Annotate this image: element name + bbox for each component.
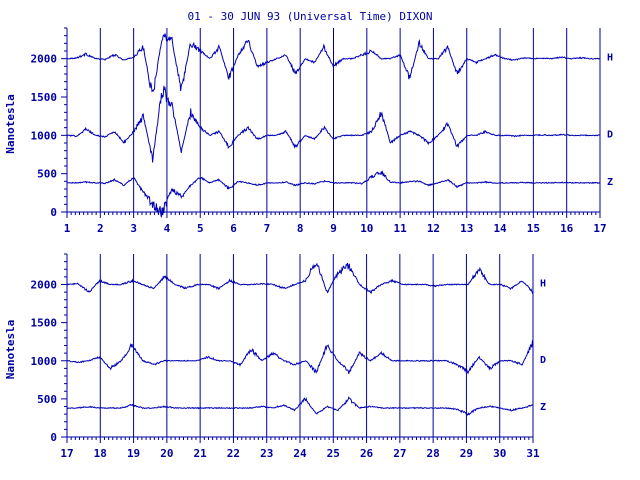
- y-axis-label: Nanotesla: [4, 320, 17, 380]
- x-tick-label: 27: [393, 447, 406, 460]
- x-tick-label: 19: [127, 447, 140, 460]
- x-tick-label: 14: [493, 222, 507, 235]
- series-line-h: [66, 262, 534, 295]
- series-label-h: H: [540, 279, 546, 290]
- x-tick-label: 25: [327, 447, 340, 460]
- x-tick-label: 28: [427, 447, 440, 460]
- series-label-d: D: [540, 355, 546, 366]
- series-line-h: [66, 32, 601, 93]
- x-tick-label: 9: [330, 222, 337, 235]
- x-tick-label: 26: [360, 447, 374, 460]
- panel-bottom: 0 500 1000 1500 2000 17 18 19 20 21 22 23 24 25 26 27 28…: [4, 253, 546, 460]
- x-tick-label: 16: [560, 222, 574, 235]
- x-tick-label: 5: [197, 222, 204, 235]
- series-label-h: H: [607, 53, 613, 64]
- x-tick-label: 17: [593, 222, 606, 235]
- x-tick-label: 24: [293, 447, 307, 460]
- y-tick-label: 0: [50, 431, 57, 444]
- x-tick-label: 10: [360, 222, 373, 235]
- x-tick-label: 23: [260, 447, 273, 460]
- x-tick-label: 20: [160, 447, 173, 460]
- y-tick-label: 2000: [31, 279, 58, 292]
- y-tick-label: 500: [37, 393, 57, 406]
- x-tick-label: 2: [97, 222, 104, 235]
- y-tick-label: 0: [50, 206, 57, 219]
- x-tick-label: 15: [527, 222, 540, 235]
- x-tick-label: 29: [460, 447, 473, 460]
- y-tick-label: 1500: [31, 91, 58, 104]
- chart-title: 01 - 30 JUN 93 (Universal Time) DIXON: [187, 10, 432, 23]
- x-tick-label: 8: [297, 222, 304, 235]
- series-line-z: [66, 170, 601, 218]
- series-line-d: [66, 339, 534, 375]
- x-tick-label: 31: [526, 447, 540, 460]
- x-tick-label: 3: [130, 222, 137, 235]
- series-line-d: [66, 85, 601, 163]
- y-tick-label: 2000: [31, 53, 58, 66]
- x-tick-label: 4: [164, 222, 171, 235]
- x-tick-label: 17: [60, 447, 73, 460]
- x-tick-label: 18: [94, 447, 107, 460]
- y-tick-label: 1500: [31, 317, 58, 330]
- x-tick-label: 22: [227, 447, 240, 460]
- series-label-z: Z: [607, 177, 613, 188]
- x-tick-label: 7: [264, 222, 271, 235]
- x-tick-label: 21: [194, 447, 208, 460]
- x-tick-label: 11: [394, 222, 408, 235]
- series-label-z: Z: [540, 402, 546, 413]
- series-line-z: [66, 396, 534, 416]
- x-tick-label: 30: [493, 447, 506, 460]
- x-tick-label: 1: [64, 222, 71, 235]
- y-axis-label: Nanotesla: [4, 94, 17, 154]
- series-label-d: D: [607, 129, 613, 140]
- y-tick-label: 1000: [31, 129, 58, 142]
- x-tick-label: 12: [427, 222, 440, 235]
- x-tick-label: 6: [230, 222, 237, 235]
- y-tick-label: 500: [37, 168, 57, 181]
- x-tick-label: 13: [460, 222, 473, 235]
- y-tick-label: 1000: [31, 355, 58, 368]
